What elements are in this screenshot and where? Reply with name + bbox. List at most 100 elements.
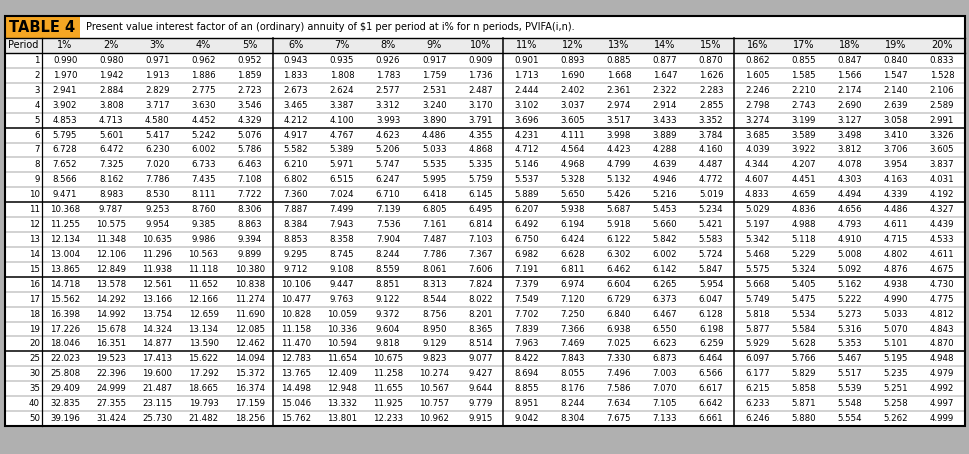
Text: 7.904: 7.904 xyxy=(375,235,400,244)
Text: 5.786: 5.786 xyxy=(237,145,262,154)
Text: 5.033: 5.033 xyxy=(422,145,446,154)
Text: 8.951: 8.951 xyxy=(514,399,538,408)
Text: 10.106: 10.106 xyxy=(280,280,311,289)
Text: 9.447: 9.447 xyxy=(329,280,354,289)
Text: 6.467: 6.467 xyxy=(652,310,676,319)
Text: 6.302: 6.302 xyxy=(606,250,631,259)
Text: 4.990: 4.990 xyxy=(883,295,907,304)
Text: 4.212: 4.212 xyxy=(283,116,308,125)
Text: 6.982: 6.982 xyxy=(514,250,538,259)
Text: 2.210: 2.210 xyxy=(791,86,815,95)
Text: Period: Period xyxy=(9,40,39,50)
Text: 6.122: 6.122 xyxy=(606,235,631,244)
Text: 11.274: 11.274 xyxy=(234,295,265,304)
Text: 19.600: 19.600 xyxy=(142,369,172,378)
Text: 9.823: 9.823 xyxy=(422,355,446,363)
Text: 10.059: 10.059 xyxy=(327,310,357,319)
Text: 5.795: 5.795 xyxy=(52,131,78,139)
Text: 3.102: 3.102 xyxy=(514,101,539,110)
Text: 6%: 6% xyxy=(288,40,303,50)
Text: 8.384: 8.384 xyxy=(283,220,308,229)
Text: 12.783: 12.783 xyxy=(280,355,311,363)
Text: 9.604: 9.604 xyxy=(375,325,400,334)
Text: 8.358: 8.358 xyxy=(329,235,354,244)
Text: 8.559: 8.559 xyxy=(375,265,400,274)
Text: 4.812: 4.812 xyxy=(928,310,953,319)
Text: 6.566: 6.566 xyxy=(698,369,723,378)
Text: 5.316: 5.316 xyxy=(836,325,861,334)
Text: 8.514: 8.514 xyxy=(468,340,492,348)
Text: 5.829: 5.829 xyxy=(791,369,815,378)
Text: 0.962: 0.962 xyxy=(191,56,215,65)
Text: 5.687: 5.687 xyxy=(606,205,631,214)
Text: 8.162: 8.162 xyxy=(99,175,123,184)
Text: 5.251: 5.251 xyxy=(883,384,907,393)
Text: 17.226: 17.226 xyxy=(50,325,80,334)
Text: 1.942: 1.942 xyxy=(99,71,123,80)
Text: 8.176: 8.176 xyxy=(560,384,584,393)
Text: 5.324: 5.324 xyxy=(791,265,815,274)
Text: 6.733: 6.733 xyxy=(191,160,216,169)
Text: 4.775: 4.775 xyxy=(928,295,953,304)
Text: 11.938: 11.938 xyxy=(142,265,172,274)
Text: 13.166: 13.166 xyxy=(142,295,172,304)
Text: 7.020: 7.020 xyxy=(145,160,170,169)
Text: 1.690: 1.690 xyxy=(560,71,584,80)
Text: 10.635: 10.635 xyxy=(142,235,172,244)
Text: 4.802: 4.802 xyxy=(883,250,907,259)
Text: 5.118: 5.118 xyxy=(791,235,815,244)
Text: 5.535: 5.535 xyxy=(422,160,446,169)
Text: 8.304: 8.304 xyxy=(560,414,584,423)
Text: 13.134: 13.134 xyxy=(188,325,218,334)
Text: 5.070: 5.070 xyxy=(883,325,907,334)
Text: 2.361: 2.361 xyxy=(606,86,631,95)
Text: 24.999: 24.999 xyxy=(96,384,126,393)
Text: 4.999: 4.999 xyxy=(929,414,953,423)
Text: 12.409: 12.409 xyxy=(327,369,357,378)
Text: 8.950: 8.950 xyxy=(422,325,446,334)
Text: 40: 40 xyxy=(29,399,40,408)
Text: 3.998: 3.998 xyxy=(606,131,631,139)
Text: 11.690: 11.690 xyxy=(234,310,265,319)
Text: 5.759: 5.759 xyxy=(468,175,492,184)
Text: 1.783: 1.783 xyxy=(375,71,400,80)
Text: 7.499: 7.499 xyxy=(329,205,354,214)
Text: 22.396: 22.396 xyxy=(96,369,126,378)
Text: 2.690: 2.690 xyxy=(836,101,861,110)
Text: 3.706: 3.706 xyxy=(883,145,907,154)
Text: 3.170: 3.170 xyxy=(468,101,492,110)
Text: 5.668: 5.668 xyxy=(744,280,768,289)
Text: 4.327: 4.327 xyxy=(928,205,953,214)
Text: 3.812: 3.812 xyxy=(836,145,861,154)
Text: 0.840: 0.840 xyxy=(883,56,907,65)
Text: 6.463: 6.463 xyxy=(237,160,262,169)
Text: 4.946: 4.946 xyxy=(652,175,676,184)
Text: 3.498: 3.498 xyxy=(836,131,861,139)
Text: 30: 30 xyxy=(29,369,40,378)
Text: 4.344: 4.344 xyxy=(744,160,768,169)
Text: 2.322: 2.322 xyxy=(652,86,676,95)
Text: 8.853: 8.853 xyxy=(283,235,308,244)
Text: 6.802: 6.802 xyxy=(283,175,308,184)
Text: 5.534: 5.534 xyxy=(791,310,815,319)
Text: 7.549: 7.549 xyxy=(514,295,538,304)
Text: 4.713: 4.713 xyxy=(99,116,123,125)
Text: 7.024: 7.024 xyxy=(329,190,354,199)
Text: 4.992: 4.992 xyxy=(928,384,953,393)
Text: 8%: 8% xyxy=(380,40,395,50)
Text: 5.954: 5.954 xyxy=(699,280,723,289)
Text: 7.325: 7.325 xyxy=(99,160,123,169)
Text: 6.215: 6.215 xyxy=(744,384,768,393)
Text: 2%: 2% xyxy=(104,40,119,50)
Text: 4.339: 4.339 xyxy=(883,190,907,199)
Text: 6.198: 6.198 xyxy=(699,325,723,334)
Text: 1.736: 1.736 xyxy=(468,71,492,80)
Text: 4.968: 4.968 xyxy=(560,160,584,169)
Text: 1.859: 1.859 xyxy=(237,71,262,80)
Text: 9.915: 9.915 xyxy=(468,414,492,423)
Text: 18.046: 18.046 xyxy=(50,340,80,348)
Text: 13.004: 13.004 xyxy=(50,250,80,259)
Text: 6.230: 6.230 xyxy=(145,145,170,154)
Text: 2.743: 2.743 xyxy=(791,101,815,110)
Text: 7.360: 7.360 xyxy=(283,190,308,199)
